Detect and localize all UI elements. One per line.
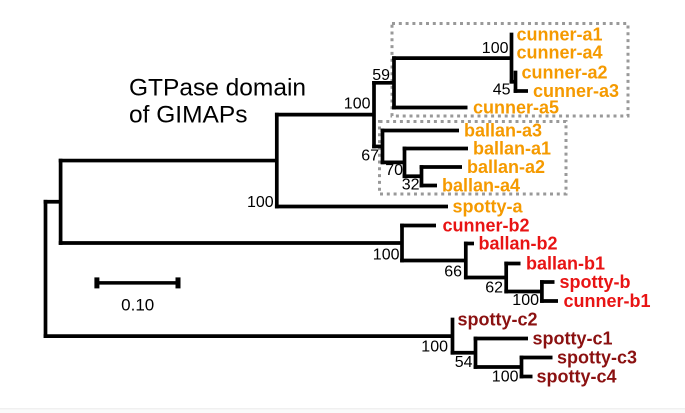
page-edge-fill <box>0 409 685 413</box>
taxon-label-ballan-b1: ballan-b1 <box>526 254 605 274</box>
taxon-label-cunner-a3: cunner-a3 <box>533 81 619 101</box>
clade-boxes <box>378 22 630 196</box>
support-value-59: 59 <box>372 67 390 84</box>
page-edge <box>0 408 685 413</box>
support-value-100: 100 <box>247 194 274 211</box>
support-value-67: 67 <box>361 148 379 165</box>
support-value-66: 66 <box>444 264 462 281</box>
taxon-label-spotty-c4: spotty-c4 <box>537 367 617 387</box>
taxon-label-cunner-b2: cunner-b2 <box>443 216 530 236</box>
taxon-label-spotty-c1: spotty-c1 <box>533 329 613 349</box>
scale-bar: 0.10 <box>94 277 181 315</box>
taxon-label-ballan-a1: ballan-a1 <box>473 139 551 159</box>
figure-title-line2: of GIMAPs <box>129 102 247 129</box>
tree-branches <box>43 32 558 379</box>
figure-title-line1: GTPase domain <box>129 75 306 102</box>
taxon-label-cunner-a1: cunner-a1 <box>517 25 603 45</box>
taxon-label-cunner-a4: cunner-a4 <box>517 43 603 63</box>
taxon-label-ballan-a4: ballan-a4 <box>442 176 520 196</box>
scale-bar-value: 0.10 <box>121 296 154 315</box>
support-value-70: 70 <box>385 162 403 179</box>
taxon-label-spotty-b: spotty-b <box>560 272 631 292</box>
support-value-32: 32 <box>402 177 420 194</box>
taxon-label-spotty-c2: spotty-c2 <box>458 310 538 330</box>
taxon-label-ballan-a3: ballan-a3 <box>464 121 542 141</box>
taxon-label-cunner-a5: cunner-a5 <box>473 98 559 118</box>
support-value-54: 54 <box>455 354 473 371</box>
support-value-62: 62 <box>485 280 503 297</box>
support-value-100: 100 <box>482 40 509 57</box>
taxon-label-ballan-b2: ballan-b2 <box>479 234 558 254</box>
taxon-label-cunner-a2: cunner-a2 <box>522 63 608 83</box>
taxon-label-spotty-a: spotty-a <box>453 197 524 217</box>
support-value-45: 45 <box>493 82 511 99</box>
taxon-label-spotty-c3: spotty-c3 <box>557 348 637 368</box>
support-value-100: 100 <box>492 369 519 386</box>
support-value-100: 100 <box>512 292 539 309</box>
support-value-100: 100 <box>373 247 400 264</box>
support-value-100: 100 <box>421 339 448 356</box>
cunner-a-clade-box <box>390 22 630 118</box>
taxon-label-ballan-a2: ballan-a2 <box>467 157 545 177</box>
taxon-label-cunner-b1: cunner-b1 <box>564 291 651 311</box>
taxon-labels: cunner-a1cunner-a4cunner-a2cunner-a3cunn… <box>442 25 651 387</box>
support-value-100: 100 <box>344 96 371 113</box>
